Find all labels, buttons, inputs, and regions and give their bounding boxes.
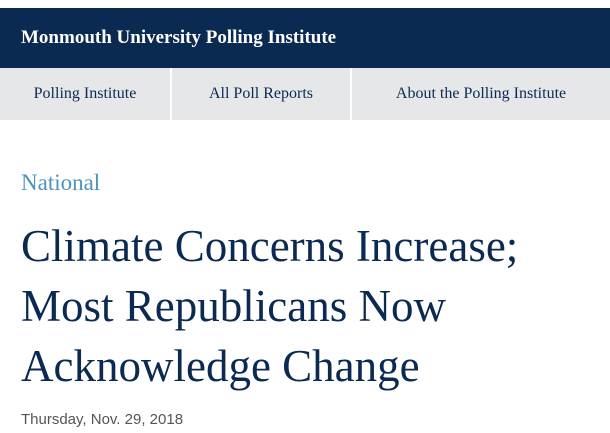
headline-line: Acknowledge Change [21,341,420,391]
nav-bar: Polling Institute All Poll Reports About… [0,68,610,120]
nav-item[interactable]: All Poll Reports [172,68,352,120]
headline-line: Most Republicans Now [21,281,446,331]
nav-item[interactable]: Polling Institute [0,68,172,120]
header-bar: Monmouth University Polling Institute [0,8,610,68]
nav-item[interactable]: About the Polling Institute [395,85,567,102]
date: Thursday, Nov. 29, 2018 [21,411,184,428]
headline-line: Climate Concerns Increase; [21,221,519,271]
site-title[interactable]: Monmouth University Polling Institute [21,27,337,48]
category[interactable]: National [21,170,101,195]
headline: Climate Concerns Increase; Most Republic… [21,216,518,396]
